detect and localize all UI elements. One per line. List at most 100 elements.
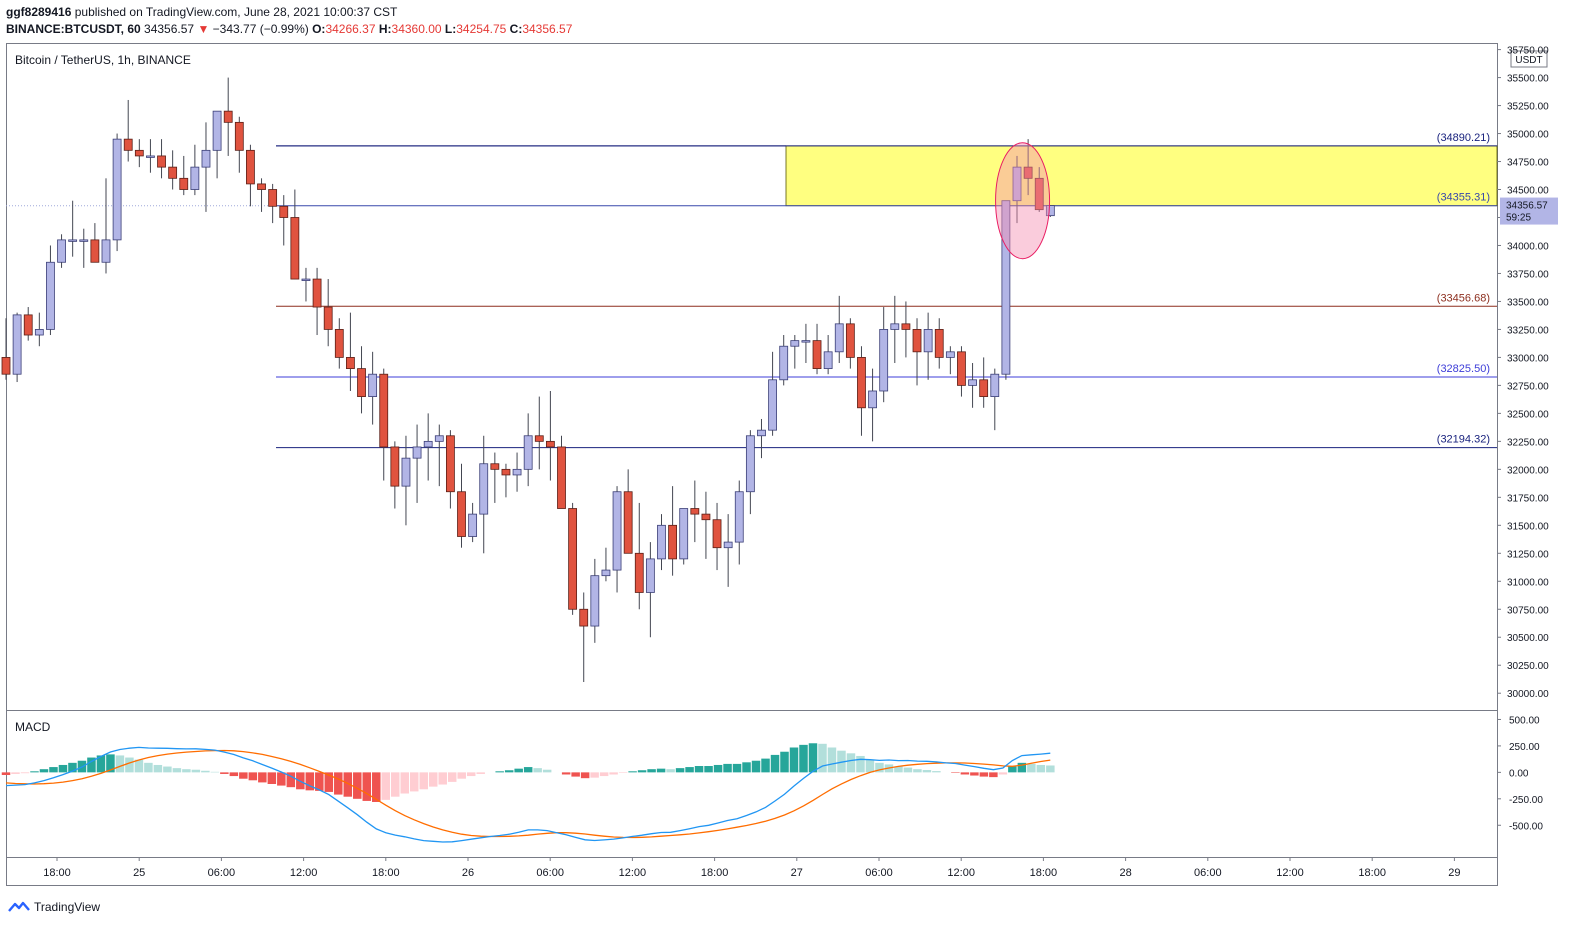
candle: [657, 514, 666, 571]
candle: [712, 502, 722, 571]
tradingview-logo-icon: [8, 901, 30, 912]
candle-body: [934, 329, 944, 358]
currency-box[interactable]: [1510, 50, 1548, 68]
candle: [212, 110, 222, 179]
macd-histogram-bar: [68, 762, 77, 773]
candle: [357, 346, 366, 414]
candle: [257, 178, 266, 212]
candle-body: [979, 379, 989, 397]
candle-body: [812, 340, 822, 370]
candle-body: [823, 351, 833, 370]
macd-signal-line: [5, 749, 1051, 839]
candle-body: [423, 440, 433, 448]
candle: [890, 295, 900, 364]
candle: [968, 363, 977, 408]
macd-histogram-bar: [637, 770, 647, 773]
author-name[interactable]: ggf8289416: [6, 5, 72, 19]
macd-histogram-bar: [428, 772, 438, 787]
candle: [412, 424, 422, 503]
candle: [568, 502, 578, 615]
candle-body: [301, 278, 311, 281]
macd-histogram-bar: [258, 772, 267, 783]
candle-body: [634, 552, 644, 593]
candle: [79, 228, 89, 268]
candle: [812, 323, 822, 375]
candle-body: [168, 166, 178, 179]
macd-histogram-bar: [11, 772, 20, 774]
candle-body: [179, 177, 189, 190]
macd-line: [5, 746, 1051, 843]
candle-body: [801, 340, 811, 343]
candle-body: [868, 390, 877, 409]
change-arrow-icon: ▼: [197, 22, 210, 36]
candle-body: [612, 491, 622, 571]
time-tick-label: 25: [133, 867, 145, 879]
candle-body: [779, 345, 789, 381]
candle: [1012, 155, 1022, 224]
level-price-label: (32194.32): [1437, 434, 1490, 446]
candle-body: [12, 314, 22, 375]
macd-histogram-bar: [514, 768, 523, 773]
candle: [190, 144, 200, 196]
time-tick-label: 18:00: [1030, 867, 1058, 879]
candle-body: [257, 183, 266, 190]
candle: [57, 234, 66, 268]
price-tick-label: 33000.00: [1507, 353, 1549, 364]
candle-body: [268, 189, 278, 207]
open-label: O:: [312, 22, 326, 36]
candle: [545, 390, 555, 481]
macd-histogram-bar: [1027, 763, 1036, 773]
macd-histogram-bar: [694, 766, 704, 773]
macd-histogram-bar: [628, 771, 637, 773]
brand-name[interactable]: TradingView: [34, 900, 101, 914]
candle-body: [901, 323, 911, 330]
time-tick-label: 18:00: [372, 867, 400, 879]
price-tick-label: 33750.00: [1507, 269, 1549, 280]
macd-histogram-bar: [751, 760, 761, 773]
macd-histogram-bar: [229, 772, 239, 777]
candle-body: [645, 558, 655, 593]
candle-body: [1, 357, 11, 375]
price-tick-label: 31250.00: [1507, 549, 1549, 560]
macd-histogram-bar: [96, 755, 106, 773]
candle-body: [923, 329, 933, 353]
candle-body: [323, 306, 333, 330]
candle-body: [23, 314, 33, 336]
candle-body: [601, 569, 611, 577]
macd-histogram-bar: [106, 754, 115, 773]
resistance-zone: [785, 145, 1498, 207]
macd-histogram-bar: [723, 763, 732, 773]
time-tick-label: 29: [1448, 867, 1460, 879]
candle-body: [568, 508, 578, 610]
price-tick-label: 30250.00: [1507, 661, 1549, 672]
candle-body: [157, 155, 166, 168]
time-tick-label: 06:00: [1194, 867, 1222, 879]
candle: [423, 413, 433, 481]
macd-histogram-bar: [856, 755, 865, 773]
candle: [246, 144, 255, 207]
price-tick-label: 31000.00: [1507, 577, 1549, 588]
candle: [334, 318, 344, 369]
macd-histogram-bar: [846, 753, 856, 773]
candle-body: [557, 446, 566, 509]
candle-body: [223, 110, 233, 123]
candle: [557, 435, 566, 509]
macd-histogram-bar: [875, 762, 884, 773]
candle: [501, 463, 511, 498]
macd-histogram-bar: [542, 769, 552, 773]
high-label: H:: [378, 22, 392, 36]
price-tick-label: 30750.00: [1507, 605, 1549, 616]
candle: [701, 491, 711, 559]
macd-histogram-bar: [466, 772, 476, 777]
macd-histogram-bar: [618, 772, 628, 773]
time-tick-label: 18:00: [701, 867, 729, 879]
candle: [434, 424, 444, 487]
time-tick-label: 06:00: [536, 867, 564, 879]
candle: [690, 480, 700, 543]
macd-histogram-bar: [1008, 766, 1017, 773]
ohlc-bar: BINANCE:BTCUSDT, 60 34356.57 ▼ −343.77 (…: [6, 22, 572, 36]
macd-tick-label: 0.00: [1509, 768, 1529, 779]
macd-histogram-bar: [1017, 762, 1027, 773]
macd-histogram-bar: [666, 769, 675, 773]
